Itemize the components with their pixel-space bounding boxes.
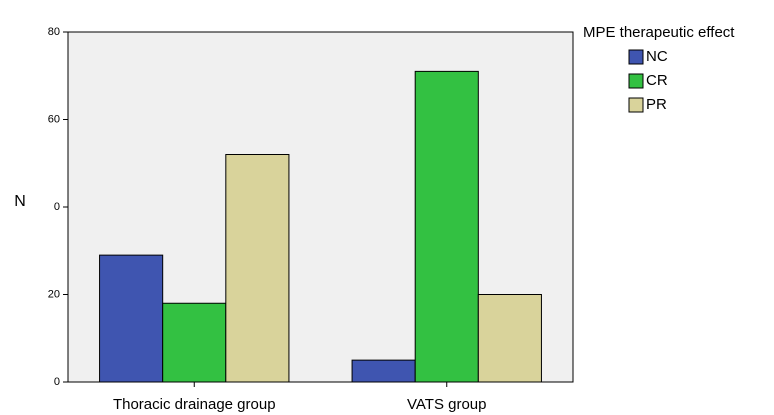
legend-swatch	[628, 49, 644, 65]
legend-label: NC	[646, 48, 668, 65]
y-axis-label: N	[14, 193, 26, 210]
bar	[351, 359, 416, 383]
bar	[414, 70, 479, 383]
x-tick-label: Thoracic drainage group	[113, 396, 276, 413]
bar	[225, 154, 290, 383]
x-tick-label: VATS group	[407, 396, 486, 413]
legend-swatch	[628, 97, 644, 113]
y-tick-label: 60	[48, 113, 60, 125]
legend-swatch	[628, 73, 644, 89]
bar	[99, 254, 164, 383]
legend-title: MPE therapeutic effect	[583, 24, 735, 41]
legend-label: CR	[646, 72, 668, 89]
y-tick-label: 0	[54, 376, 60, 388]
y-tick-label: 0	[54, 201, 60, 213]
y-tick-label: 80	[48, 26, 60, 38]
y-tick-label: 20	[48, 288, 60, 300]
bar	[162, 302, 227, 383]
bar	[477, 294, 542, 383]
legend-label: PR	[646, 96, 667, 113]
